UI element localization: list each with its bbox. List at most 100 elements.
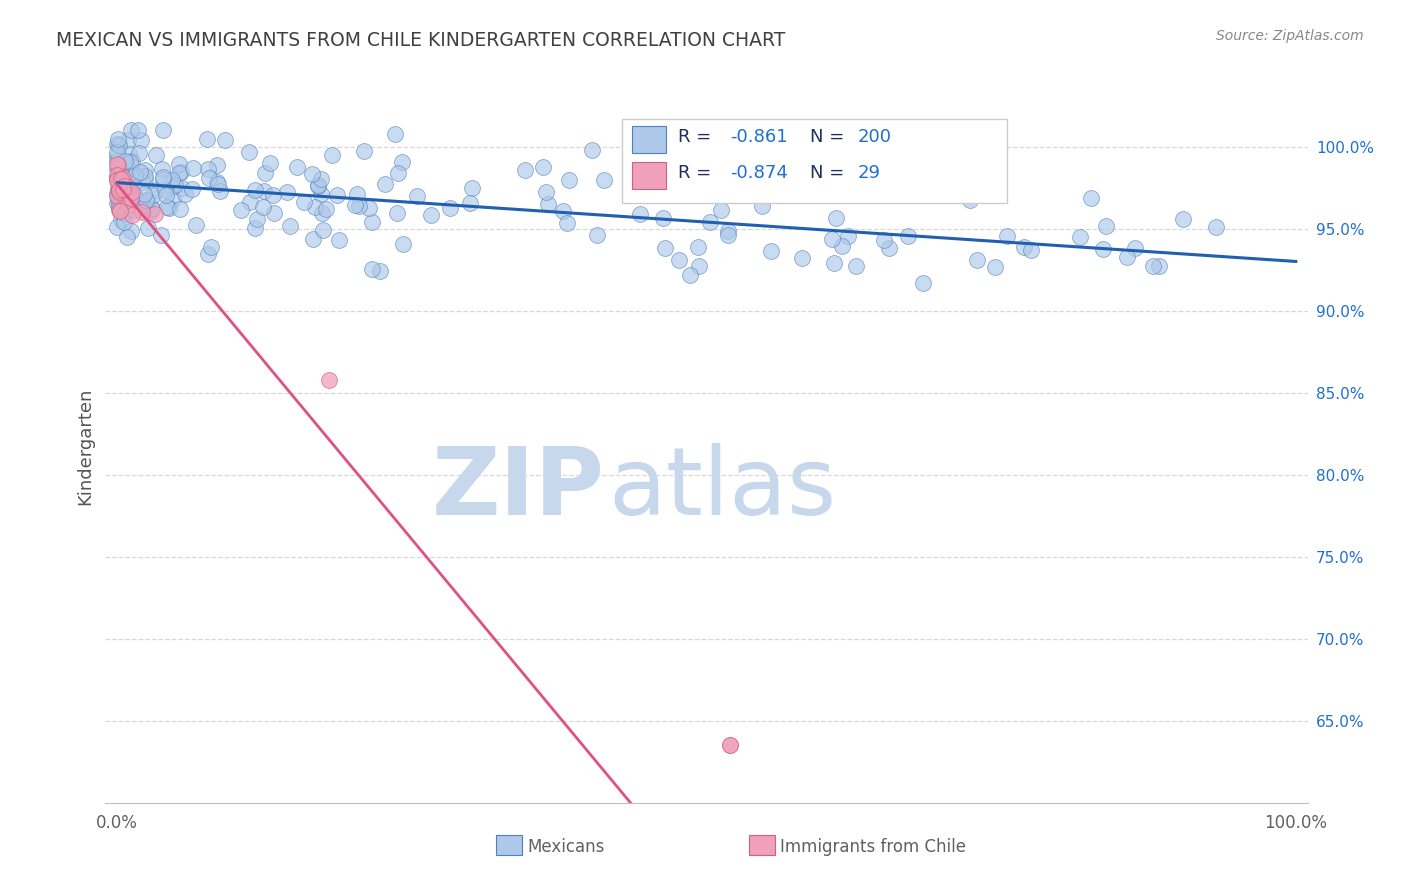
Bar	[631, 127, 665, 153]
Point	[155, 200, 177, 214]
Point	[1095, 219, 1118, 233]
Point	[107, 193, 129, 207]
Point	[157, 201, 180, 215]
Point	[112, 182, 135, 196]
Point	[304, 200, 326, 214]
Point	[115, 161, 138, 176]
Point	[143, 207, 166, 221]
Point	[307, 178, 329, 193]
Point	[551, 203, 574, 218]
Point	[845, 259, 868, 273]
Point	[105, 161, 128, 176]
Point	[276, 185, 298, 199]
Point	[263, 206, 285, 220]
Point	[1116, 250, 1139, 264]
Point	[114, 154, 136, 169]
Text: MEXICAN VS IMMIGRANTS FROM CHILE KINDERGARTEN CORRELATION CHART: MEXICAN VS IMMIGRANTS FROM CHILE KINDERG…	[56, 31, 786, 50]
Point	[120, 123, 142, 137]
Point	[831, 239, 853, 253]
Point	[392, 236, 415, 251]
Point	[405, 189, 427, 203]
Point	[346, 186, 368, 201]
Point	[387, 166, 409, 180]
Point	[118, 147, 141, 161]
Point	[243, 221, 266, 235]
Point	[114, 202, 136, 216]
Point	[108, 185, 131, 199]
Point	[127, 123, 149, 137]
Point	[308, 179, 330, 194]
Point	[167, 157, 190, 171]
Point	[114, 178, 136, 193]
Point	[105, 149, 128, 163]
Point	[790, 251, 813, 265]
Point	[253, 184, 276, 198]
Point	[165, 178, 187, 193]
Point	[699, 215, 721, 229]
Point	[129, 133, 152, 147]
Point	[152, 172, 174, 186]
Point	[513, 162, 536, 177]
Point	[246, 211, 269, 226]
Point	[155, 187, 177, 202]
Point	[1147, 259, 1170, 273]
Point	[131, 205, 153, 219]
Point	[118, 161, 141, 176]
Point	[141, 201, 163, 215]
Point	[262, 187, 284, 202]
Point	[688, 240, 710, 254]
Text: atlas: atlas	[607, 442, 837, 535]
Point	[328, 233, 350, 247]
Point	[134, 172, 156, 186]
Point	[174, 186, 197, 201]
Point	[654, 241, 676, 255]
Point	[229, 202, 252, 217]
Point	[897, 229, 920, 244]
Point	[107, 145, 129, 159]
Point	[108, 179, 131, 194]
Point	[205, 175, 228, 189]
Point	[312, 223, 335, 237]
Point	[121, 209, 143, 223]
Point	[458, 196, 481, 211]
Point	[117, 176, 139, 190]
Point	[315, 202, 337, 216]
Point	[145, 148, 167, 162]
Point	[108, 204, 131, 219]
Point	[419, 208, 441, 222]
Point	[318, 373, 340, 387]
Point	[167, 166, 190, 180]
Point	[128, 164, 150, 178]
Point	[115, 178, 138, 192]
Point	[360, 215, 382, 229]
Point	[387, 206, 409, 220]
Point	[1123, 241, 1146, 255]
Point	[105, 168, 128, 182]
Point	[207, 178, 229, 192]
Point	[111, 169, 134, 183]
Point	[105, 186, 128, 201]
Point	[197, 161, 219, 176]
Point	[1069, 230, 1091, 244]
Point	[152, 123, 174, 137]
Point	[344, 197, 367, 211]
Point	[110, 172, 132, 186]
Point	[717, 224, 740, 238]
Point	[114, 191, 136, 205]
Point	[679, 268, 702, 283]
Point	[200, 240, 222, 254]
Point	[105, 189, 128, 203]
Point	[114, 206, 136, 220]
Point	[117, 180, 139, 194]
Point	[121, 185, 143, 199]
Point	[205, 158, 228, 172]
Point	[1012, 240, 1035, 254]
Point	[111, 179, 134, 194]
Point	[107, 132, 129, 146]
Point	[145, 183, 167, 197]
Point	[384, 127, 406, 141]
Point	[128, 145, 150, 160]
Point	[717, 228, 740, 243]
Point	[239, 195, 262, 210]
Point	[537, 197, 560, 211]
